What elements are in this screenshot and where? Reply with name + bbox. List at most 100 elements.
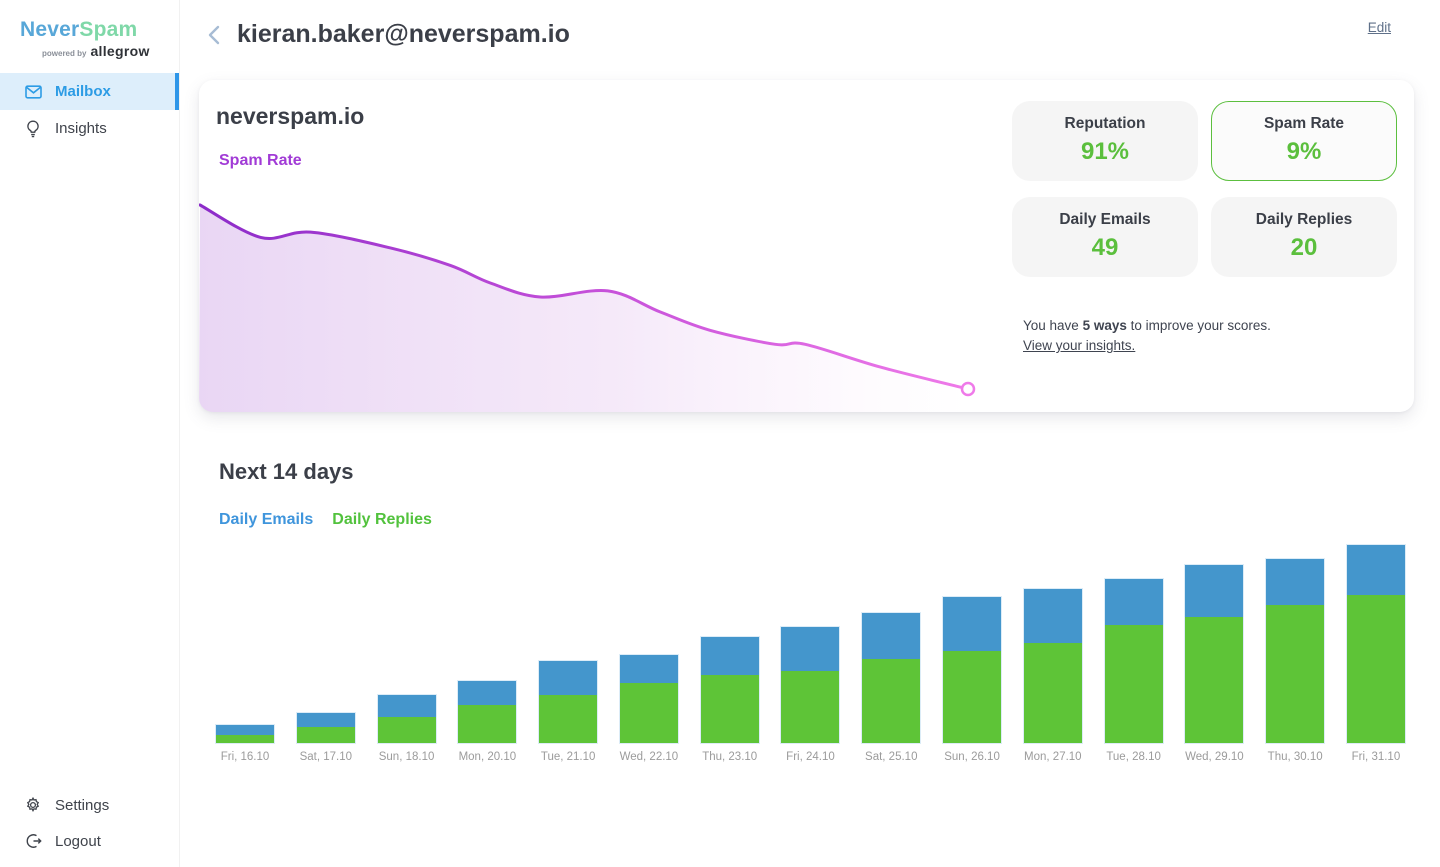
- bar-column: Sun, 18.10: [377, 545, 436, 763]
- bar-segment-daily-replies: [377, 717, 436, 743]
- spam-rate-line: [199, 203, 970, 391]
- bar-stack: [458, 681, 517, 743]
- bar-x-label: Tue, 21.10: [540, 751, 596, 763]
- bar-stack: [377, 695, 436, 743]
- bar-x-label: Tue, 28.10: [1106, 751, 1161, 763]
- bar-stack: [296, 713, 355, 743]
- bar-segment-daily-replies: [619, 683, 678, 743]
- bar-segment-daily-emails: [943, 597, 1002, 651]
- bar-segment-daily-emails: [1346, 545, 1405, 595]
- stat-value: 9%: [1286, 138, 1322, 165]
- bar-segment-daily-emails: [862, 613, 921, 659]
- bar-x-label: Fri, 24.10: [786, 751, 835, 763]
- bar-segment-daily-replies: [1185, 617, 1244, 743]
- legend-daily-emails[interactable]: Daily Emails: [219, 511, 314, 528]
- logout-icon: [24, 833, 42, 849]
- sidebar-item-label: Mailbox: [55, 83, 111, 100]
- bar-x-label: Wed, 29.10: [1185, 751, 1244, 763]
- sidebar-nav: Mailbox Insights: [0, 73, 179, 147]
- stat-box-daily-replies[interactable]: Daily Replies 20: [1211, 197, 1397, 277]
- bar-segment-daily-emails: [1104, 579, 1163, 625]
- bar-segment-daily-replies: [216, 735, 274, 743]
- bar-segment-daily-replies: [539, 695, 598, 743]
- sidebar-item-settings[interactable]: Settings: [0, 787, 179, 823]
- legend-daily-replies[interactable]: Daily Replies: [332, 511, 432, 528]
- bar-column: Thu, 23.10: [700, 545, 759, 763]
- edit-link[interactable]: Edit: [1367, 20, 1391, 35]
- sidebar-item-mailbox[interactable]: Mailbox: [0, 73, 179, 110]
- lightbulb-icon: [24, 119, 42, 138]
- sidebar-item-logout[interactable]: Logout: [0, 823, 179, 859]
- bar-column: Fri, 24.10: [781, 545, 840, 763]
- bar-x-label: Sat, 25.10: [865, 751, 918, 763]
- bar-stack: [539, 661, 598, 743]
- bar-stack: [1104, 579, 1163, 743]
- stat-box-spam-rate[interactable]: Spam Rate 9%: [1211, 101, 1397, 181]
- bar-segment-daily-replies: [862, 659, 921, 743]
- bar-stack: [943, 597, 1002, 743]
- note-suffix: to improve your scores.: [1126, 318, 1271, 333]
- bar-column: Mon, 27.10: [1023, 545, 1082, 763]
- spam-rate-area-fill: [199, 205, 968, 412]
- bar-segment-daily-replies: [1346, 595, 1405, 743]
- stat-label: Daily Replies: [1255, 211, 1353, 228]
- allegrow-logo: allegrow: [90, 43, 150, 59]
- bar-segment-daily-replies: [458, 705, 517, 743]
- app-logo: NeverSpam powered by allegrow: [0, 0, 179, 59]
- logo-text: NeverSpam: [20, 18, 179, 42]
- bar-segment-daily-emails: [296, 713, 355, 727]
- bar-x-label: Fri, 16.10: [220, 751, 270, 763]
- stat-label: Reputation: [1064, 115, 1146, 132]
- bar-x-label: Sat, 17.10: [299, 751, 352, 763]
- bar-segment-daily-replies: [781, 671, 840, 743]
- mailbox-envelope-icon: [24, 84, 42, 99]
- bar-stack: [700, 637, 759, 743]
- sidebar-item-insights[interactable]: Insights: [0, 110, 179, 147]
- bar-x-label: Sun, 18.10: [378, 751, 435, 763]
- stat-value: 20: [1290, 234, 1318, 261]
- bar-column: Sun, 26.10: [943, 545, 1002, 763]
- page-title: kieran.baker@neverspam.io: [237, 20, 570, 48]
- spam-rate-area-chart: [199, 203, 976, 412]
- view-insights-link[interactable]: View your insights.: [1023, 338, 1136, 353]
- spam-rate-chart-label: Spam Rate: [219, 152, 302, 169]
- bar-segment-daily-replies: [1104, 625, 1163, 743]
- stat-label: Daily Emails: [1059, 211, 1151, 228]
- bar-segment-daily-emails: [700, 637, 759, 675]
- gear-icon: [24, 797, 42, 813]
- powered-by-label: powered by: [42, 49, 87, 58]
- mailbox-overview-card: neverspam.io Spam Rate Reputation 91% Sp…: [199, 80, 1414, 412]
- sidebar-item-label: Settings: [55, 796, 110, 814]
- bar-segment-daily-replies: [1023, 643, 1082, 743]
- mailbox-domain: neverspam.io: [216, 103, 365, 129]
- logo-part-never: Never: [20, 18, 80, 41]
- bar-segment-daily-emails: [1266, 559, 1325, 605]
- bar-column: Fri, 16.10: [216, 545, 274, 763]
- bar-segment-daily-replies: [1266, 605, 1325, 743]
- note-bold: 5 ways: [1082, 318, 1127, 333]
- stat-box-daily-emails[interactable]: Daily Emails 49: [1012, 197, 1198, 277]
- stat-value: 49: [1091, 234, 1119, 261]
- stat-label: Spam Rate: [1263, 115, 1345, 132]
- bar-stack: [619, 655, 678, 743]
- bar-column: Sat, 25.10: [862, 545, 921, 763]
- next-14-days-title: Next 14 days: [219, 459, 354, 484]
- sidebar-item-label: Logout: [55, 832, 101, 850]
- stat-value: 91%: [1080, 138, 1130, 165]
- bar-column: Wed, 29.10: [1185, 545, 1244, 763]
- bar-segment-daily-replies: [700, 675, 759, 743]
- bar-segment-daily-emails: [216, 725, 274, 735]
- main-content: kieran.baker@neverspam.io Edit neverspam…: [180, 0, 1440, 867]
- bar-segment-daily-replies: [943, 651, 1002, 743]
- bar-stack: [216, 725, 274, 743]
- bar-segment-daily-emails: [781, 627, 840, 671]
- bar-segment-daily-emails: [619, 655, 678, 683]
- back-button[interactable]: [206, 24, 228, 48]
- sidebar: NeverSpam powered by allegrow Mailbox: [0, 0, 180, 867]
- bar-column: Thu, 30.10: [1266, 545, 1325, 763]
- bar-column: Wed, 22.10: [619, 545, 678, 763]
- bar-x-label: Wed, 22.10: [619, 751, 679, 763]
- note-prefix: You have: [1023, 318, 1083, 333]
- bar-x-label: Thu, 23.10: [702, 751, 758, 763]
- stat-box-reputation[interactable]: Reputation 91%: [1012, 101, 1198, 181]
